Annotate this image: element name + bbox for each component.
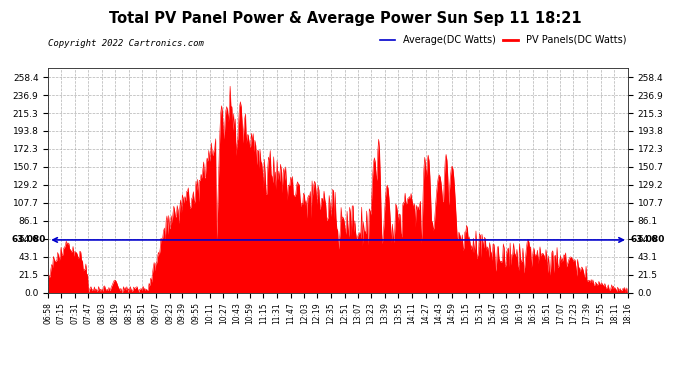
Legend: Average(DC Watts), PV Panels(DC Watts): Average(DC Watts), PV Panels(DC Watts) bbox=[376, 31, 630, 49]
Text: Total PV Panel Power & Average Power Sun Sep 11 18:21: Total PV Panel Power & Average Power Sun… bbox=[109, 11, 581, 26]
Text: 63.080: 63.080 bbox=[11, 236, 46, 244]
Text: Copyright 2022 Cartronics.com: Copyright 2022 Cartronics.com bbox=[48, 39, 204, 48]
Text: 63.080: 63.080 bbox=[631, 236, 665, 244]
